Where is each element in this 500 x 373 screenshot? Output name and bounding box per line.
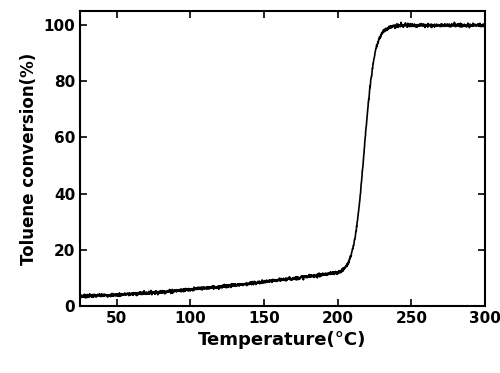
X-axis label: Temperature(°C): Temperature(°C) xyxy=(198,331,366,349)
Y-axis label: Toluene conversion(%): Toluene conversion(%) xyxy=(20,52,38,265)
